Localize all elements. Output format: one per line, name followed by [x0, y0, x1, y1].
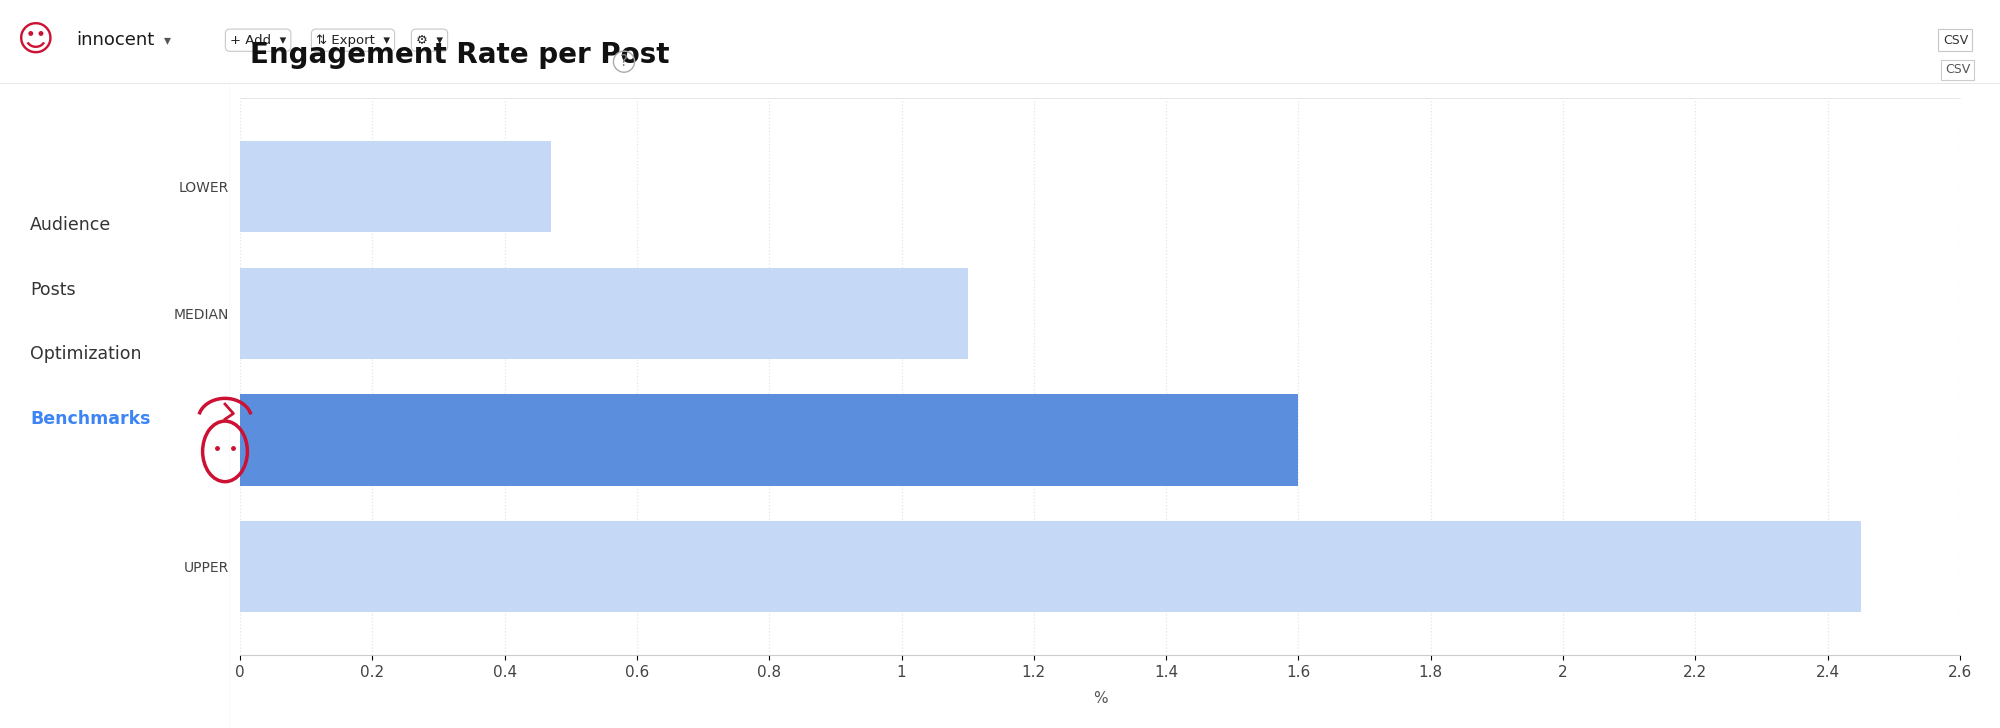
Text: Audience: Audience: [30, 216, 112, 234]
Text: ⇅ Export  ▾: ⇅ Export ▾: [316, 33, 390, 47]
Bar: [240, 395, 1298, 486]
Text: ⚙  ▾: ⚙ ▾: [416, 33, 444, 47]
Text: ☺: ☺: [18, 23, 54, 58]
Text: Optimization: Optimization: [30, 345, 142, 363]
Text: + Add  ▾: + Add ▾: [230, 33, 286, 47]
X-axis label: %: %: [1092, 691, 1108, 706]
Text: Posts: Posts: [30, 281, 76, 299]
Text: Engagement Rate per Post: Engagement Rate per Post: [250, 41, 670, 69]
Text: ?: ?: [620, 54, 628, 69]
Bar: [240, 521, 1860, 612]
Bar: [240, 141, 550, 232]
Text: ▾: ▾: [164, 33, 172, 47]
Text: CSV: CSV: [1942, 33, 1968, 47]
Text: innocent: innocent: [76, 31, 154, 50]
Text: CSV: CSV: [1944, 63, 1970, 76]
Text: Benchmarks: Benchmarks: [30, 410, 150, 428]
Bar: [240, 268, 968, 359]
